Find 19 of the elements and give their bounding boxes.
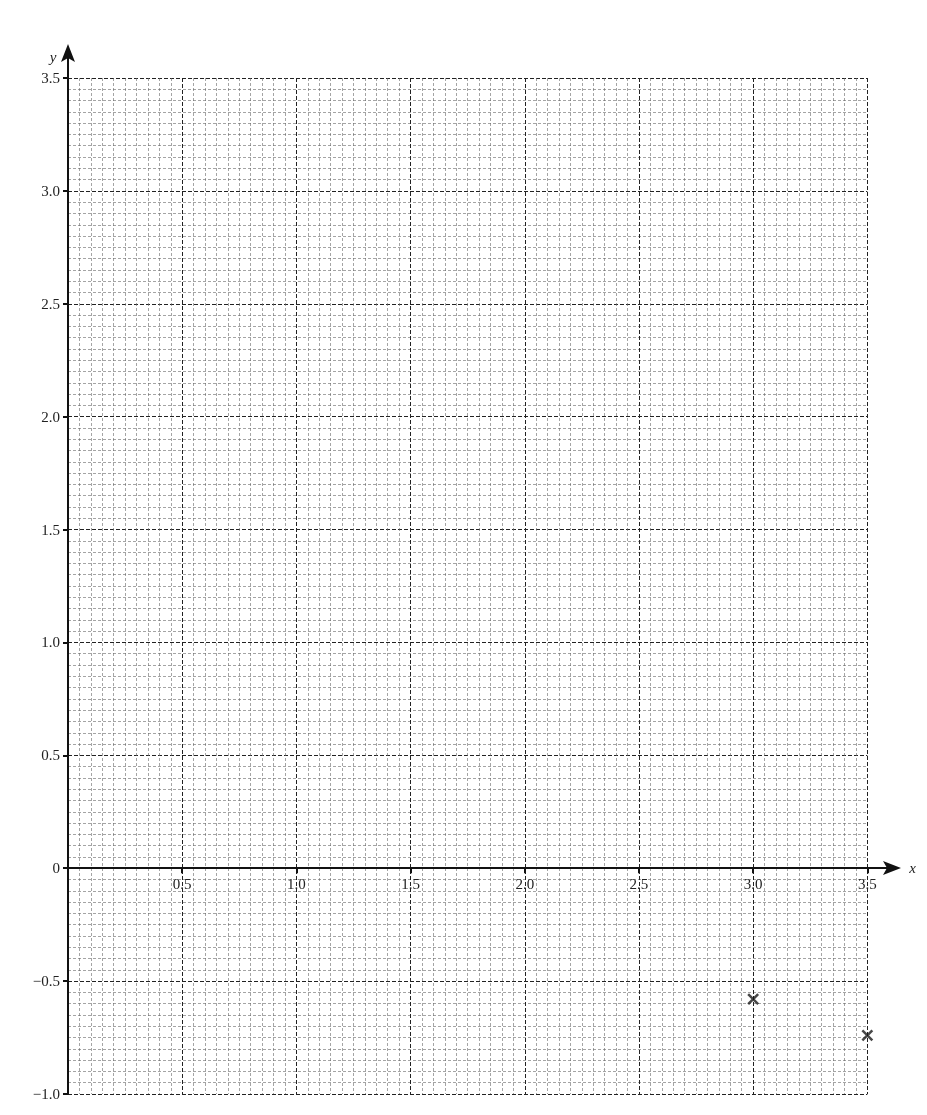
y-tick-label: 0 — [52, 860, 60, 877]
x-tick-label: 1.0 — [287, 875, 306, 892]
y-tick-label: 3.0 — [41, 182, 60, 199]
y-axis-title: y — [47, 48, 57, 65]
x-tick-label: 2.0 — [515, 875, 535, 892]
x-tick-label: 1.5 — [401, 875, 420, 892]
y-tick-label: 2.0 — [41, 408, 60, 425]
x-tick-label: 2.5 — [629, 875, 649, 892]
x-tick-label: 3.5 — [857, 875, 877, 892]
y-tick-label: 3.5 — [41, 70, 60, 86]
x-tick-label: 3.0 — [743, 875, 763, 892]
y-tick-label: 2.5 — [41, 295, 60, 312]
y-tick-label: 1.0 — [41, 634, 60, 651]
x-axis-title: x — [908, 860, 917, 877]
x-tick-label: 0.5 — [172, 875, 192, 892]
y-tick-label: −0.5 — [32, 973, 60, 990]
y-tick-label: 1.5 — [41, 521, 60, 538]
y-tick-label: 0.5 — [41, 747, 60, 764]
y-tick-label: −1.0 — [32, 1086, 60, 1102]
